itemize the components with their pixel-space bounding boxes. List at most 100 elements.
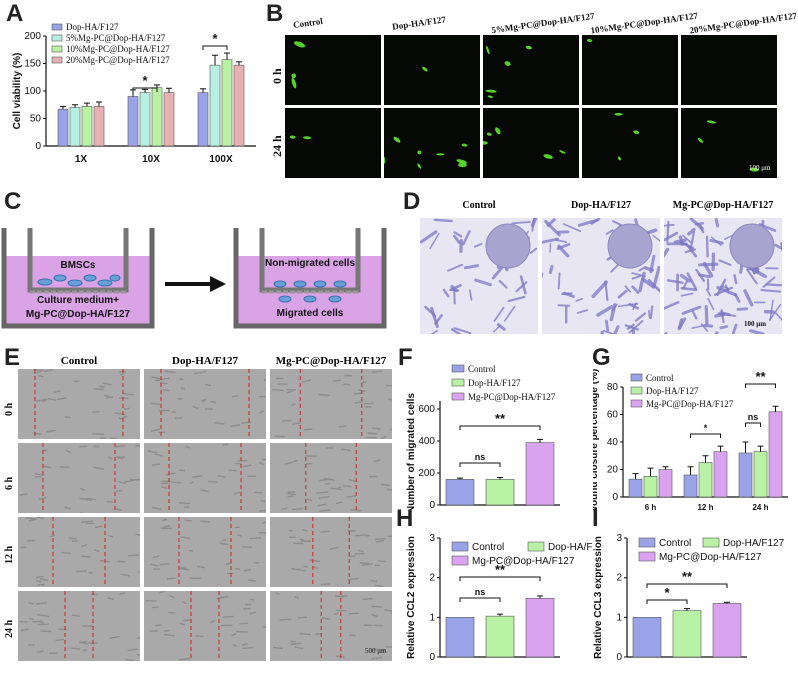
right-well xyxy=(233,228,387,329)
a-legend-label: 5%Mg-PC@Dop-HA/F127 xyxy=(66,33,166,43)
i-ylabel: Relative CCL3 expression xyxy=(593,536,604,659)
e-texture xyxy=(124,479,134,483)
e-texture xyxy=(236,533,242,537)
e-texture xyxy=(371,370,383,373)
a-bar xyxy=(139,92,151,147)
i-bar xyxy=(712,603,742,658)
f-legend-label: Mg-PC@Dop-HA/F127 xyxy=(468,392,556,402)
a-xtick-label: 10X xyxy=(142,154,160,165)
e-texture xyxy=(35,575,44,579)
d-cell xyxy=(631,272,646,278)
g-legend-label: Dop-HA/F127 xyxy=(646,386,699,396)
e-texture xyxy=(152,463,161,466)
e-texture xyxy=(287,495,294,498)
b-cell xyxy=(303,136,312,140)
b-micrograph-tile xyxy=(483,108,579,178)
a-bar xyxy=(57,108,69,147)
e-texture xyxy=(232,643,238,647)
e-texture xyxy=(99,385,105,388)
e-texture xyxy=(114,412,126,416)
e-texture xyxy=(118,480,127,485)
b-cell xyxy=(458,162,467,168)
e-texture xyxy=(164,370,176,374)
panel-label-b: B xyxy=(266,0,284,27)
d-tile-svg xyxy=(420,218,538,334)
g-legend-label: Mg-PC@Dop-HA/F127 xyxy=(646,399,734,409)
a-legend-label: 20%Mg-PC@Dop-HA/F127 xyxy=(66,55,170,65)
d-cell xyxy=(453,288,456,305)
g-ylabel: Wound closure percentage (%) xyxy=(593,369,600,510)
e-texture xyxy=(357,549,364,553)
a-bar xyxy=(197,92,209,147)
e-texture xyxy=(292,507,304,511)
d-cell xyxy=(714,331,719,334)
g-sig-label: ns xyxy=(748,412,759,422)
e-texture xyxy=(179,622,185,626)
e-texture xyxy=(115,489,123,492)
e-texture xyxy=(68,537,78,540)
e-texture xyxy=(312,566,319,570)
e-texture xyxy=(337,595,344,598)
e-texture xyxy=(234,526,240,529)
d-cell xyxy=(442,288,450,298)
e-texture xyxy=(348,634,356,637)
e-texture xyxy=(359,562,371,565)
f-bar xyxy=(525,442,555,506)
e-texture xyxy=(180,567,187,570)
d-micrograph-tile xyxy=(420,218,538,334)
d-column-label: Control xyxy=(462,200,496,211)
g-bar xyxy=(683,474,698,498)
e-texture xyxy=(353,392,363,395)
h-legend-label: Control xyxy=(472,542,504,553)
e-texture xyxy=(374,584,384,587)
d-cell xyxy=(649,254,656,274)
e-texture xyxy=(32,620,43,623)
f-ytick-label: 200 xyxy=(418,468,435,479)
d-cell xyxy=(631,328,636,334)
d-cell xyxy=(449,284,462,292)
b-cell xyxy=(586,38,593,42)
e-column-label: Mg-PC@Dop-HA/F127 xyxy=(275,355,387,367)
e-texture xyxy=(94,525,103,529)
e-texture xyxy=(216,474,226,479)
a-ytick-label: 50 xyxy=(30,114,42,125)
a-bar xyxy=(93,106,105,147)
e-row-label: 24 h xyxy=(4,619,15,638)
b-column-label: 10%Mg-PC@Dop-HA/F127 xyxy=(589,10,699,36)
b-tile-svg xyxy=(289,135,312,140)
e-texture xyxy=(249,598,255,601)
e-micrograph-tile xyxy=(270,517,392,587)
i-legend-label: Control xyxy=(659,538,691,549)
b-micrograph-tile xyxy=(681,108,777,178)
e-texture xyxy=(37,620,44,624)
d-cell xyxy=(430,330,439,334)
e-texture xyxy=(370,579,378,583)
e-column-label: Dop-HA/F127 xyxy=(172,355,238,367)
d-cell xyxy=(762,276,776,288)
b-cell xyxy=(486,45,490,55)
d-cell xyxy=(769,299,774,321)
a-legend-label: Dop-HA/F127 xyxy=(66,22,119,32)
e-texture xyxy=(233,491,240,495)
d-cell xyxy=(649,305,654,320)
e-texture xyxy=(336,486,342,490)
e-texture xyxy=(71,614,81,617)
e-texture xyxy=(374,537,386,541)
d-cell xyxy=(596,305,614,317)
e-texture xyxy=(192,475,203,478)
d-tile-svg xyxy=(542,218,660,334)
e-texture xyxy=(109,437,119,439)
g-bar xyxy=(698,462,713,498)
i-ytick-label: 0 xyxy=(616,652,622,663)
b-micrograph-tile xyxy=(483,35,579,105)
e-texture xyxy=(107,597,115,601)
d-cell xyxy=(716,285,738,297)
d-cell xyxy=(702,261,714,278)
e-texture xyxy=(297,616,308,619)
e-texture xyxy=(184,445,191,449)
b-row-label: 0 h xyxy=(270,68,284,84)
d-cell xyxy=(493,306,505,322)
h-sig-label: ns xyxy=(475,587,486,597)
b-cell xyxy=(417,150,422,155)
